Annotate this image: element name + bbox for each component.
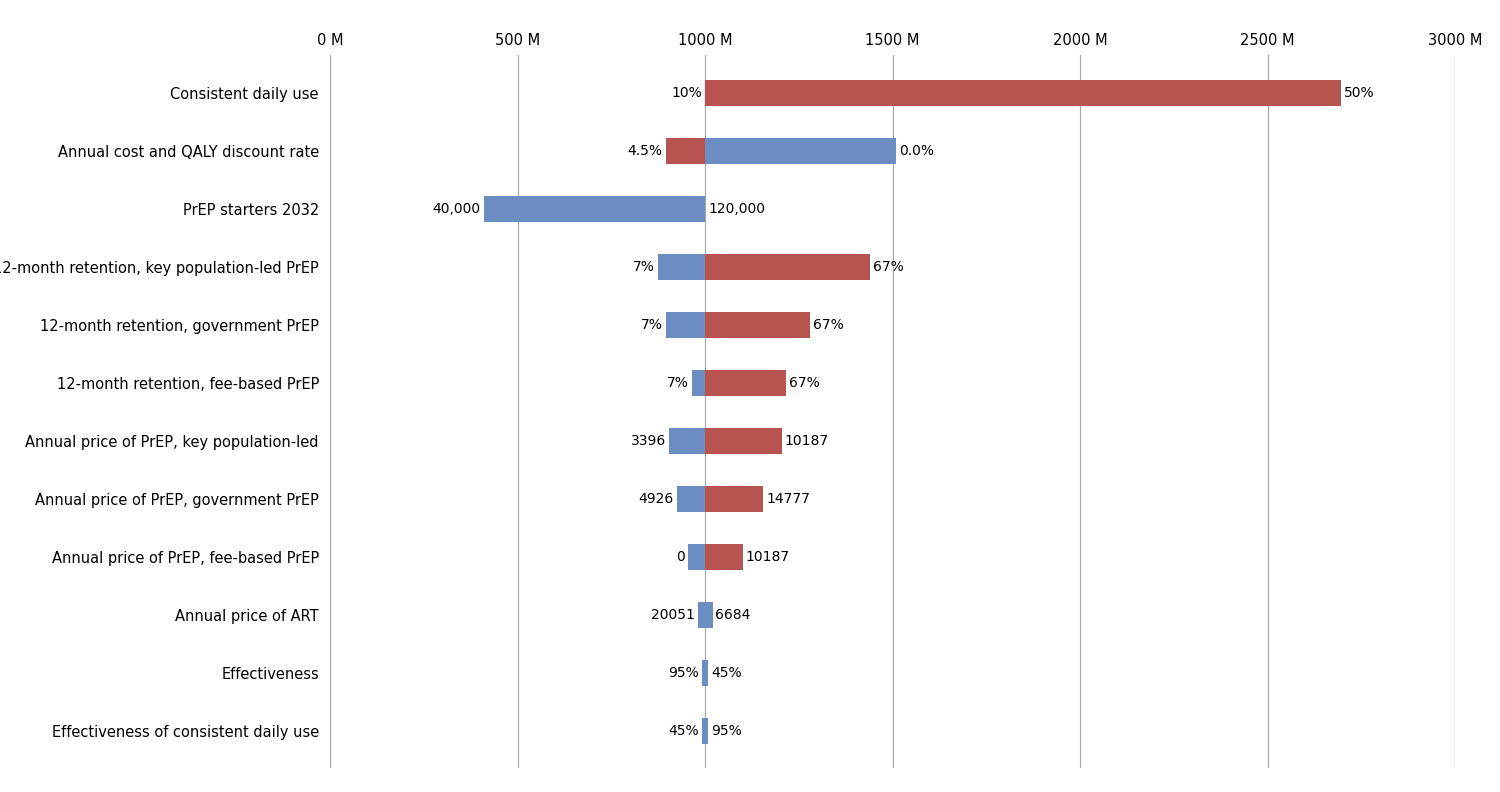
Text: 20051: 20051 [651,607,694,622]
Bar [705,138,897,164]
Text: 0: 0 [676,550,686,564]
Text: 50%: 50% [1344,86,1374,100]
Text: 4926: 4926 [639,492,674,506]
Text: 0.0%: 0.0% [900,144,934,158]
Text: 40,000: 40,000 [432,202,480,216]
Bar [705,718,708,744]
Text: 10187: 10187 [784,434,830,447]
Text: 7%: 7% [640,318,663,332]
Bar [702,718,705,744]
Bar [692,370,705,396]
Text: 95%: 95% [711,724,741,737]
Bar [483,196,705,222]
Text: 67%: 67% [789,376,819,390]
Text: 4.5%: 4.5% [627,144,663,158]
Bar [705,660,708,686]
Bar [676,485,705,512]
Bar [705,485,764,512]
Bar [705,543,742,569]
Text: 120,000: 120,000 [708,202,765,216]
Text: 67%: 67% [813,318,843,332]
Bar [705,428,782,454]
Bar [688,543,705,569]
Text: 10187: 10187 [746,550,789,564]
Bar [705,312,810,338]
Text: 6684: 6684 [716,607,752,622]
Bar [666,312,705,338]
Text: 45%: 45% [711,665,741,680]
Text: 10%: 10% [672,86,702,100]
Bar [698,602,705,628]
Bar [669,428,705,454]
Bar [658,254,705,280]
Bar [666,138,705,164]
Bar [705,602,712,628]
Text: 7%: 7% [668,376,688,390]
Text: 67%: 67% [873,260,903,274]
Text: 45%: 45% [669,724,699,737]
Text: 3396: 3396 [632,434,666,447]
Text: 14777: 14777 [766,492,810,506]
Bar [702,660,705,686]
Text: 7%: 7% [633,260,656,274]
Bar [705,370,786,396]
Bar [705,254,870,280]
Bar [705,80,1341,106]
Text: 95%: 95% [669,665,699,680]
